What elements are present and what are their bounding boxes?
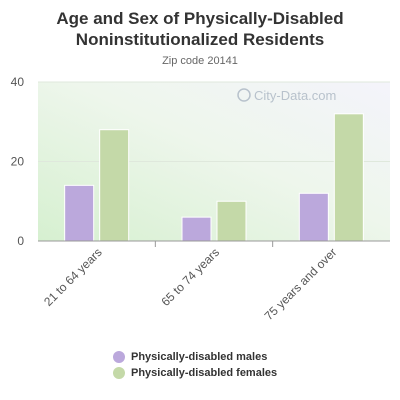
legend-swatch-females — [113, 367, 125, 379]
legend: Physically-disabled males Physically-dis… — [113, 349, 277, 381]
x-tick-label: 75 years and over — [262, 245, 340, 323]
legend-label-females: Physically-disabled females — [131, 367, 278, 379]
bar-females-1 — [216, 200, 247, 242]
watermark-text: City-Data.com — [254, 88, 336, 103]
bar-females-0 — [99, 129, 130, 242]
legend-swatch-males — [113, 351, 125, 363]
legend-item-males: Physically-disabled males — [113, 349, 277, 365]
chart-subtitle: Zip code 20141 — [162, 55, 238, 67]
bar-males-2 — [298, 192, 329, 242]
legend-item-females: Physically-disabled females — [113, 365, 277, 381]
legend-label-males: Physically-disabled males — [131, 351, 268, 363]
watermark: City-Data.com — [237, 88, 336, 103]
x-tick-label: 21 to 64 years — [41, 245, 105, 309]
x-tick-label: 65 to 74 years — [158, 245, 222, 309]
chart-title: Age and Sex of Physically-Disabled Nonin… — [56, 9, 344, 49]
bar-males-0 — [64, 184, 95, 242]
y-tick-label: 20 — [11, 155, 25, 169]
y-tick-label: 40 — [11, 75, 25, 89]
y-tick-label: 0 — [17, 234, 24, 248]
bar-females-2 — [333, 113, 364, 242]
bar-males-1 — [181, 216, 212, 242]
